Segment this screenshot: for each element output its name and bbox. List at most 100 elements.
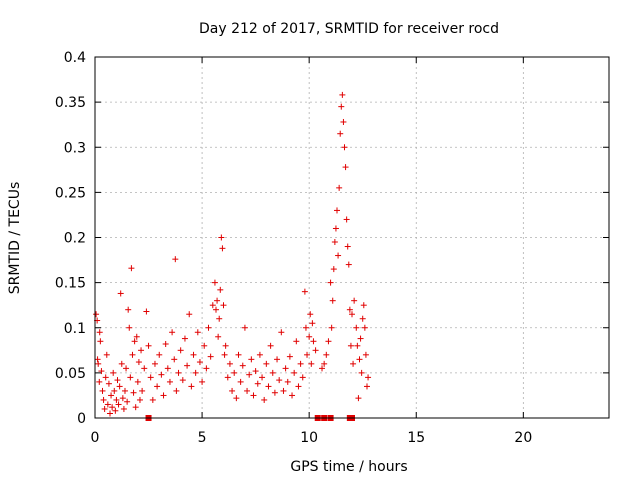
data-point: [327, 279, 334, 286]
data-point: [102, 374, 109, 381]
data-point: [357, 335, 364, 342]
y-tick-label: 0.05: [55, 366, 86, 382]
data-point: [213, 306, 220, 313]
data-point: [138, 347, 145, 354]
data-point: [177, 347, 184, 354]
data-point: [353, 324, 360, 331]
y-tick-label: 0: [77, 411, 86, 427]
data-point: [301, 288, 308, 295]
data-point: [250, 392, 257, 399]
data-point: [143, 308, 150, 315]
data-point: [105, 380, 112, 387]
data-point: [297, 360, 304, 367]
data-point: [99, 387, 106, 394]
data-point: [241, 324, 248, 331]
data-point: [127, 374, 134, 381]
data-point: [158, 371, 165, 378]
data-point: [186, 311, 193, 318]
data-point: [139, 387, 146, 394]
data-point: [321, 360, 328, 367]
data-point: [336, 184, 343, 191]
data-point: [358, 369, 365, 376]
data-point: [172, 256, 179, 263]
data-point: [256, 351, 263, 358]
data-point: [173, 387, 180, 394]
data-point: [103, 351, 110, 358]
data-point: [319, 365, 326, 372]
data-point: [224, 374, 231, 381]
data-point: [362, 351, 369, 358]
data-point: [291, 369, 298, 376]
x-tick-label: 0: [91, 430, 100, 446]
data-point: [207, 353, 214, 360]
data-point: [116, 383, 123, 390]
data-point: [349, 311, 355, 318]
data-point: [274, 356, 281, 363]
data-point: [100, 396, 107, 403]
data-point: [302, 324, 309, 331]
data-point: [280, 387, 287, 394]
data-point: [201, 342, 208, 349]
data-point: [125, 306, 132, 313]
data-point: [147, 374, 154, 381]
data-point: [205, 324, 212, 331]
x-tick-label: 15: [407, 430, 425, 446]
data-point: [332, 225, 339, 232]
data-point: [325, 338, 332, 345]
data-point: [354, 342, 361, 349]
data-point: [149, 396, 156, 403]
data-point: [145, 342, 152, 349]
y-tick-label: 0.15: [55, 276, 86, 292]
data-point: [271, 389, 278, 396]
data-point: [295, 383, 302, 390]
data-point: [286, 353, 293, 360]
data-point: [235, 351, 242, 358]
data-point: [233, 395, 240, 402]
data-point: [199, 378, 206, 385]
data-point: [214, 297, 221, 304]
data-point: [101, 405, 108, 412]
data-point: [338, 103, 345, 110]
data-point: [330, 266, 337, 273]
data-point: [323, 351, 330, 358]
data-point: [259, 374, 266, 381]
data-point: [346, 306, 353, 313]
data-point: [339, 91, 346, 98]
data-point: [211, 279, 218, 286]
data-point: [215, 333, 222, 340]
data-point: [156, 351, 163, 358]
data-point: [109, 404, 116, 411]
data-point: [164, 365, 171, 372]
data-point: [219, 245, 226, 252]
data-point: [310, 338, 317, 345]
data-point: [115, 401, 122, 408]
data-point: [110, 369, 117, 376]
data-point: [307, 311, 314, 318]
data-point: [343, 216, 350, 223]
data-point: [248, 356, 255, 363]
data-point: [365, 374, 372, 381]
data-point: [188, 383, 195, 390]
data-point: [131, 338, 138, 345]
y-tick-label: 0.3: [64, 140, 86, 156]
data-point: [118, 360, 125, 367]
data-point: [244, 387, 251, 394]
data-point: [96, 378, 103, 385]
data-point: [179, 377, 186, 384]
axis-ticks: 0 0.05 0.1 0.15 0.2 0.25 0.3 0.35 0.4 0 5 10 15 20: [55, 50, 609, 446]
x-tick-label: 10: [300, 430, 318, 446]
data-point: [134, 378, 141, 385]
data-point: [221, 351, 228, 358]
data-point: [98, 368, 105, 375]
data-point: [337, 130, 344, 137]
data-point: [261, 396, 268, 403]
data-point: [237, 378, 244, 385]
data-point: [162, 340, 169, 347]
data-point: [117, 290, 124, 297]
data-point: [114, 377, 121, 384]
data-point: [121, 387, 128, 394]
data-point: [108, 392, 115, 399]
data-point: [175, 369, 182, 376]
data-point: [246, 371, 253, 378]
data-point: [328, 324, 335, 331]
